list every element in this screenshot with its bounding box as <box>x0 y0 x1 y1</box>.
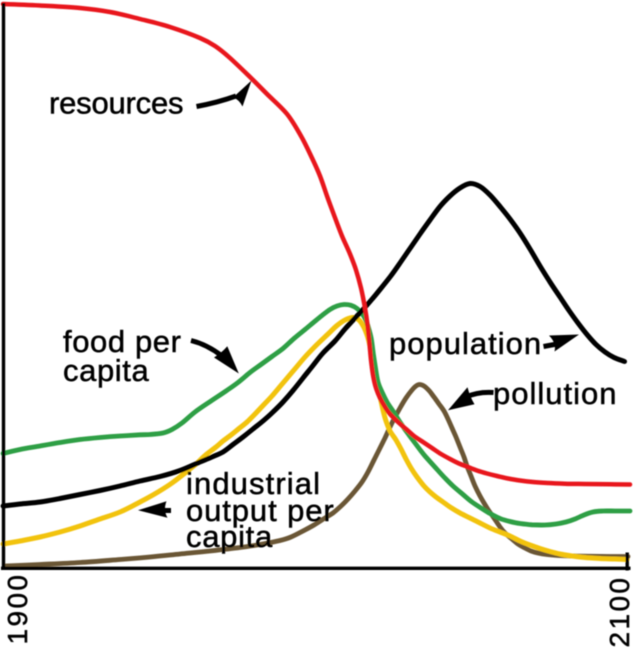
svg-text:food per: food per <box>63 324 182 359</box>
svg-text:industrial: industrial <box>186 466 321 501</box>
svg-text:resources: resources <box>49 86 183 121</box>
svg-text:pollution: pollution <box>493 376 617 411</box>
svg-text:1900: 1900 <box>2 573 33 645</box>
svg-text:capita: capita <box>63 353 149 388</box>
svg-text:2100: 2100 <box>604 576 635 648</box>
svg-text:population: population <box>389 326 542 361</box>
svg-text:capita: capita <box>186 519 273 554</box>
svg-text:output per: output per <box>186 493 335 528</box>
